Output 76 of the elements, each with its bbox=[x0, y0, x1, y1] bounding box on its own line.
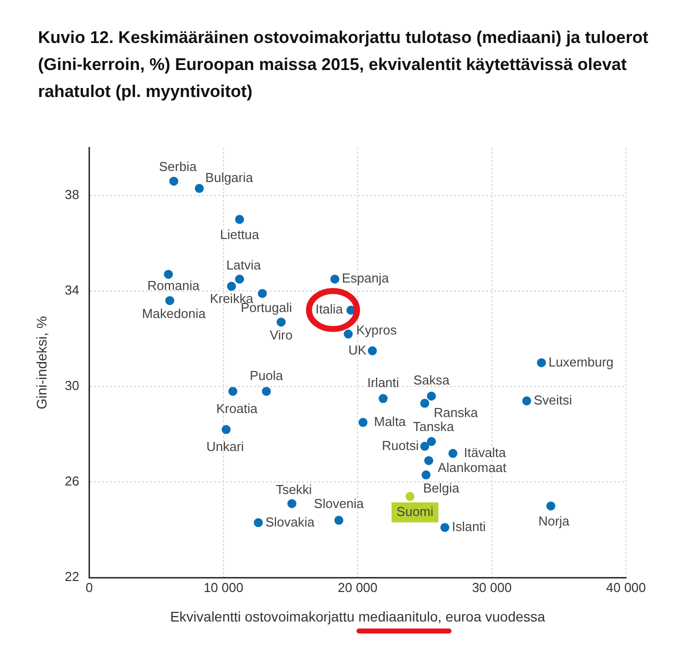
annotation: Luxemburg bbox=[548, 354, 614, 370]
point bbox=[164, 270, 173, 279]
point bbox=[344, 330, 353, 339]
point bbox=[258, 288, 267, 298]
annotation: Ranska bbox=[434, 404, 479, 420]
point bbox=[536, 358, 546, 368]
point bbox=[276, 318, 286, 327]
point bbox=[334, 516, 344, 525]
annotation: Viro bbox=[270, 328, 293, 343]
annotation: Romania bbox=[147, 278, 200, 293]
point bbox=[546, 501, 556, 510]
annotation: Saksa bbox=[413, 372, 450, 388]
annotation: Itävalta bbox=[464, 445, 507, 460]
point bbox=[522, 396, 532, 406]
annotation: Latvia bbox=[226, 258, 262, 273]
annotation: Kroatia bbox=[216, 400, 258, 416]
point bbox=[222, 425, 231, 434]
annotation: UK bbox=[348, 342, 367, 358]
annotation: Espanja bbox=[342, 270, 390, 286]
annotation: Italia bbox=[315, 302, 344, 317]
point bbox=[422, 470, 431, 480]
point bbox=[235, 214, 244, 224]
annotation: Belgia bbox=[423, 480, 460, 496]
annotation: Sveitsi bbox=[534, 392, 572, 408]
point bbox=[358, 418, 368, 427]
annotation: Suomi bbox=[396, 504, 434, 519]
point bbox=[287, 499, 296, 508]
point bbox=[330, 274, 340, 284]
point bbox=[228, 386, 238, 396]
x-tick-label: 30 000 bbox=[472, 580, 512, 595]
x-tick-label: 20 000 bbox=[338, 580, 378, 595]
x-tick-label: 40 000 bbox=[606, 580, 646, 595]
point bbox=[368, 346, 377, 356]
annotation: Irlanti bbox=[367, 375, 400, 390]
point bbox=[194, 184, 204, 193]
annotation: Norja bbox=[538, 514, 570, 529]
annotation: Liettua bbox=[220, 227, 260, 242]
y-tick-label: 38 bbox=[64, 187, 80, 202]
chart-title: Kuvio 12. Keskimääräinen ostovoimakorjattu tulotaso (mediaani) ja tuloerot (Gini-kerroin, %) Euroopan maissa 2015, ekvivalentit käytettävissä olevat rahatulot (pl. myyntivoitot) bbox=[38, 27, 650, 103]
point bbox=[226, 282, 236, 291]
y-tick-label: 34 bbox=[64, 282, 80, 298]
y-axis-title: Gini-indeksi, % bbox=[33, 316, 50, 410]
point bbox=[420, 398, 430, 408]
x-tick-label: 10 000 bbox=[204, 580, 244, 595]
point bbox=[165, 296, 174, 306]
annotation: Puola bbox=[250, 368, 284, 383]
annotation: Alankomaat bbox=[438, 460, 507, 476]
y-tick-label: 26 bbox=[64, 474, 80, 489]
x-axis-title: Ekvivalentti ostovoimakorjattu mediaanitulo, euroa vuodessa bbox=[170, 608, 546, 624]
point bbox=[426, 436, 436, 446]
annotation: Makedonia bbox=[142, 306, 206, 322]
point bbox=[405, 492, 414, 501]
point bbox=[420, 442, 430, 451]
point bbox=[235, 274, 244, 284]
annotation: Slovakia bbox=[265, 514, 316, 530]
annotation: Kypros bbox=[356, 322, 398, 338]
point bbox=[426, 392, 436, 401]
point bbox=[254, 518, 263, 528]
annotation: Islanti bbox=[452, 519, 486, 534]
point bbox=[169, 176, 178, 186]
point bbox=[378, 394, 388, 404]
annotation: Tsekki bbox=[276, 482, 312, 498]
point bbox=[448, 448, 458, 458]
x-tick-label: 0 bbox=[86, 580, 93, 595]
point bbox=[262, 386, 271, 396]
annotation: Malta bbox=[374, 414, 407, 429]
annotation: Bulgaria bbox=[205, 170, 254, 185]
point bbox=[424, 456, 434, 466]
point bbox=[440, 522, 450, 532]
y-tick-label: 30 bbox=[64, 378, 80, 394]
y-tick-label: 22 bbox=[64, 569, 80, 584]
annotation: Ruotsi bbox=[382, 438, 419, 453]
annotation: Serbia bbox=[159, 158, 198, 174]
annotation: Slovenia bbox=[314, 496, 365, 511]
annotation: Unkari bbox=[206, 439, 244, 454]
annotation: Tanska bbox=[412, 419, 455, 434]
